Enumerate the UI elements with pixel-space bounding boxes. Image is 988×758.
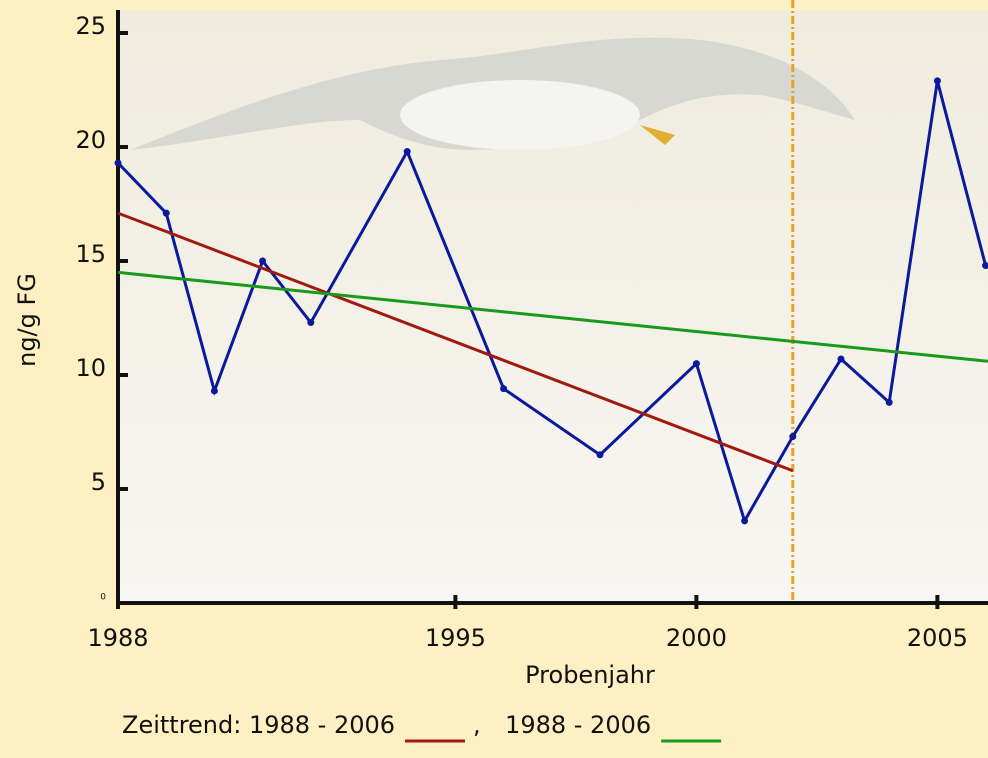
x-tick-label: 2005 — [907, 624, 968, 652]
x-tick-label: 2000 — [666, 624, 727, 652]
y-tick-label: 10 — [75, 354, 106, 382]
legend-separator: , — [473, 711, 481, 739]
data-point — [596, 451, 604, 459]
data-point — [307, 319, 315, 327]
y-tick-label: 20 — [75, 126, 106, 154]
data-point — [741, 517, 749, 525]
data-point — [837, 355, 845, 363]
data-point — [210, 387, 218, 395]
y-tick-label: 0 — [100, 593, 106, 603]
data-point — [162, 209, 170, 217]
data-point — [933, 77, 941, 85]
data-point — [692, 360, 700, 368]
gull-body — [400, 80, 640, 150]
y-tick-label: 5 — [91, 468, 106, 496]
data-point — [885, 398, 893, 406]
y-axis-label: ng/g FG — [13, 273, 41, 367]
series-line — [117, 211, 794, 473]
x-tick-label: 1988 — [87, 624, 148, 652]
data-point — [114, 159, 122, 167]
legend-label: 1988 - 2006 — [505, 711, 651, 739]
data-point — [403, 148, 411, 156]
data-point — [982, 262, 988, 270]
gull-illustration — [130, 37, 855, 150]
data-point — [789, 433, 797, 441]
data-point — [259, 257, 267, 265]
gull-beak — [640, 125, 675, 145]
x-axis-label: Probenjahr — [525, 661, 655, 689]
data-point — [500, 385, 508, 393]
x-tick-label: 1995 — [425, 624, 486, 652]
y-tick-label: 15 — [75, 240, 106, 268]
series-line — [117, 270, 988, 363]
legend-label: Zeittrend: 1988 - 2006 — [122, 711, 395, 739]
y-tick-label: 25 — [75, 12, 106, 40]
